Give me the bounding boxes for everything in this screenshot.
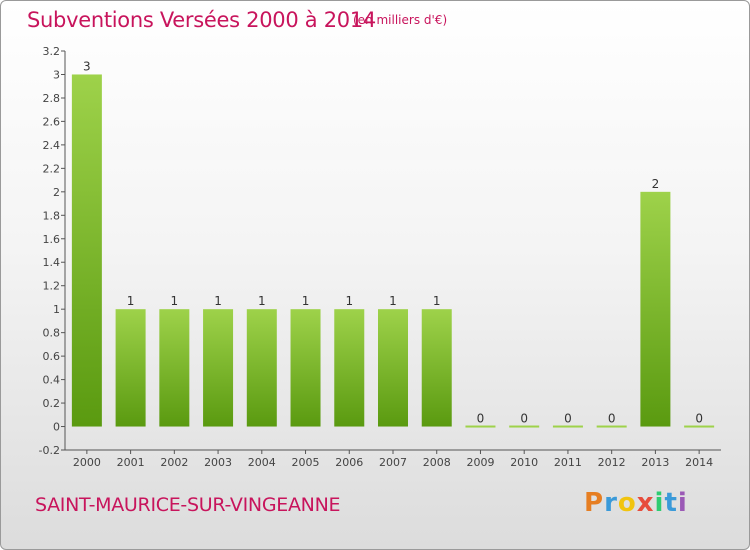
x-tick-label: 2012 <box>598 456 626 469</box>
data-label: 0 <box>520 412 528 426</box>
data-label: 1 <box>258 294 266 308</box>
y-tick-label: -0.2 <box>39 444 60 457</box>
y-tick-label: 1.8 <box>43 209 61 222</box>
x-tick-label: 2004 <box>248 456 276 469</box>
bar <box>596 425 627 428</box>
y-tick-label: 2.8 <box>43 92 61 105</box>
y-tick-label: 0 <box>53 421 60 434</box>
bar <box>334 309 365 427</box>
logo-letter: P <box>584 488 605 518</box>
bar <box>640 191 671 427</box>
logo-letter: o <box>617 488 637 518</box>
data-label: 1 <box>302 294 310 308</box>
axes-group: -0.2 0 0.2 0.4 0.6 0.8 1 1.2 1.4 1.6 1.8 2 2.2 2.4 2.6… <box>39 45 721 469</box>
data-label: 1 <box>127 294 135 308</box>
bar <box>552 425 583 428</box>
y-tick-label: 2.4 <box>43 139 61 152</box>
bar <box>290 309 321 427</box>
logo-letter: t <box>664 488 678 518</box>
data-label: 2 <box>652 177 660 191</box>
y-tick-label: 2.6 <box>43 115 61 128</box>
data-label: 0 <box>695 412 703 426</box>
bars-group: 3 1 1 1 1 1 1 1 1 0 0 0 0 2 0 <box>71 59 715 428</box>
data-label: 3 <box>83 59 91 73</box>
bar <box>71 74 102 427</box>
y-tick-label: 0.4 <box>43 374 61 387</box>
x-tick-label: 2006 <box>335 456 363 469</box>
data-label: 1 <box>171 294 179 308</box>
y-tick-label: 1.6 <box>43 233 61 246</box>
y-tick-label: 3 <box>53 68 60 81</box>
x-tick-label: 2009 <box>466 456 494 469</box>
bar <box>159 309 190 427</box>
x-tick-label: 2000 <box>73 456 101 469</box>
bar <box>378 309 408 427</box>
x-tick-label: 2003 <box>204 456 232 469</box>
logo-letter: i <box>654 488 665 518</box>
x-tick-label: 2002 <box>160 456 188 469</box>
proxiti-logo[interactable]: Proxiti <box>584 488 688 518</box>
logo-letter: x <box>636 488 655 518</box>
x-tick-label: 2005 <box>292 456 320 469</box>
data-label: 1 <box>389 294 397 308</box>
x-tick-label: 2008 <box>423 456 451 469</box>
bar <box>246 309 277 427</box>
bar <box>465 425 496 428</box>
y-tick-label: 0.8 <box>43 327 61 340</box>
y-tick-label: 2 <box>53 186 60 199</box>
data-label: 1 <box>433 294 441 308</box>
y-tick-label: 1.2 <box>43 280 61 293</box>
x-tick-label: 2011 <box>554 456 582 469</box>
chart-title: Subventions Versées 2000 à 2014 <box>27 8 376 32</box>
data-label: 1 <box>345 294 353 308</box>
y-tick-label: 3.2 <box>43 45 61 58</box>
x-tick-label: 2013 <box>641 456 669 469</box>
logo-letter: i <box>677 488 688 518</box>
y-tick-label: 2.2 <box>43 162 61 175</box>
unit-note: (en milliers d'€) <box>353 13 448 27</box>
data-label: 0 <box>564 412 572 426</box>
y-tick-label: 0.2 <box>43 397 61 410</box>
x-tick-label: 2007 <box>379 456 407 469</box>
city-name: SAINT-MAURICE-SUR-VINGEANNE <box>35 494 341 516</box>
x-tick-label: 2014 <box>685 456 713 469</box>
bar <box>684 425 715 428</box>
logo-letter: r <box>604 488 618 518</box>
data-label: 1 <box>214 294 222 308</box>
bar <box>421 309 452 427</box>
x-tick-label: 2001 <box>117 456 145 469</box>
bar <box>115 309 146 427</box>
data-label: 0 <box>608 412 616 426</box>
bar <box>509 425 540 428</box>
x-tick-label: 2010 <box>510 456 538 469</box>
bar <box>203 309 234 427</box>
y-tick-label: 1.4 <box>43 256 61 269</box>
y-tick-label: 0.6 <box>43 350 61 363</box>
y-tick-label: 1 <box>53 303 60 316</box>
data-label: 0 <box>477 412 485 426</box>
